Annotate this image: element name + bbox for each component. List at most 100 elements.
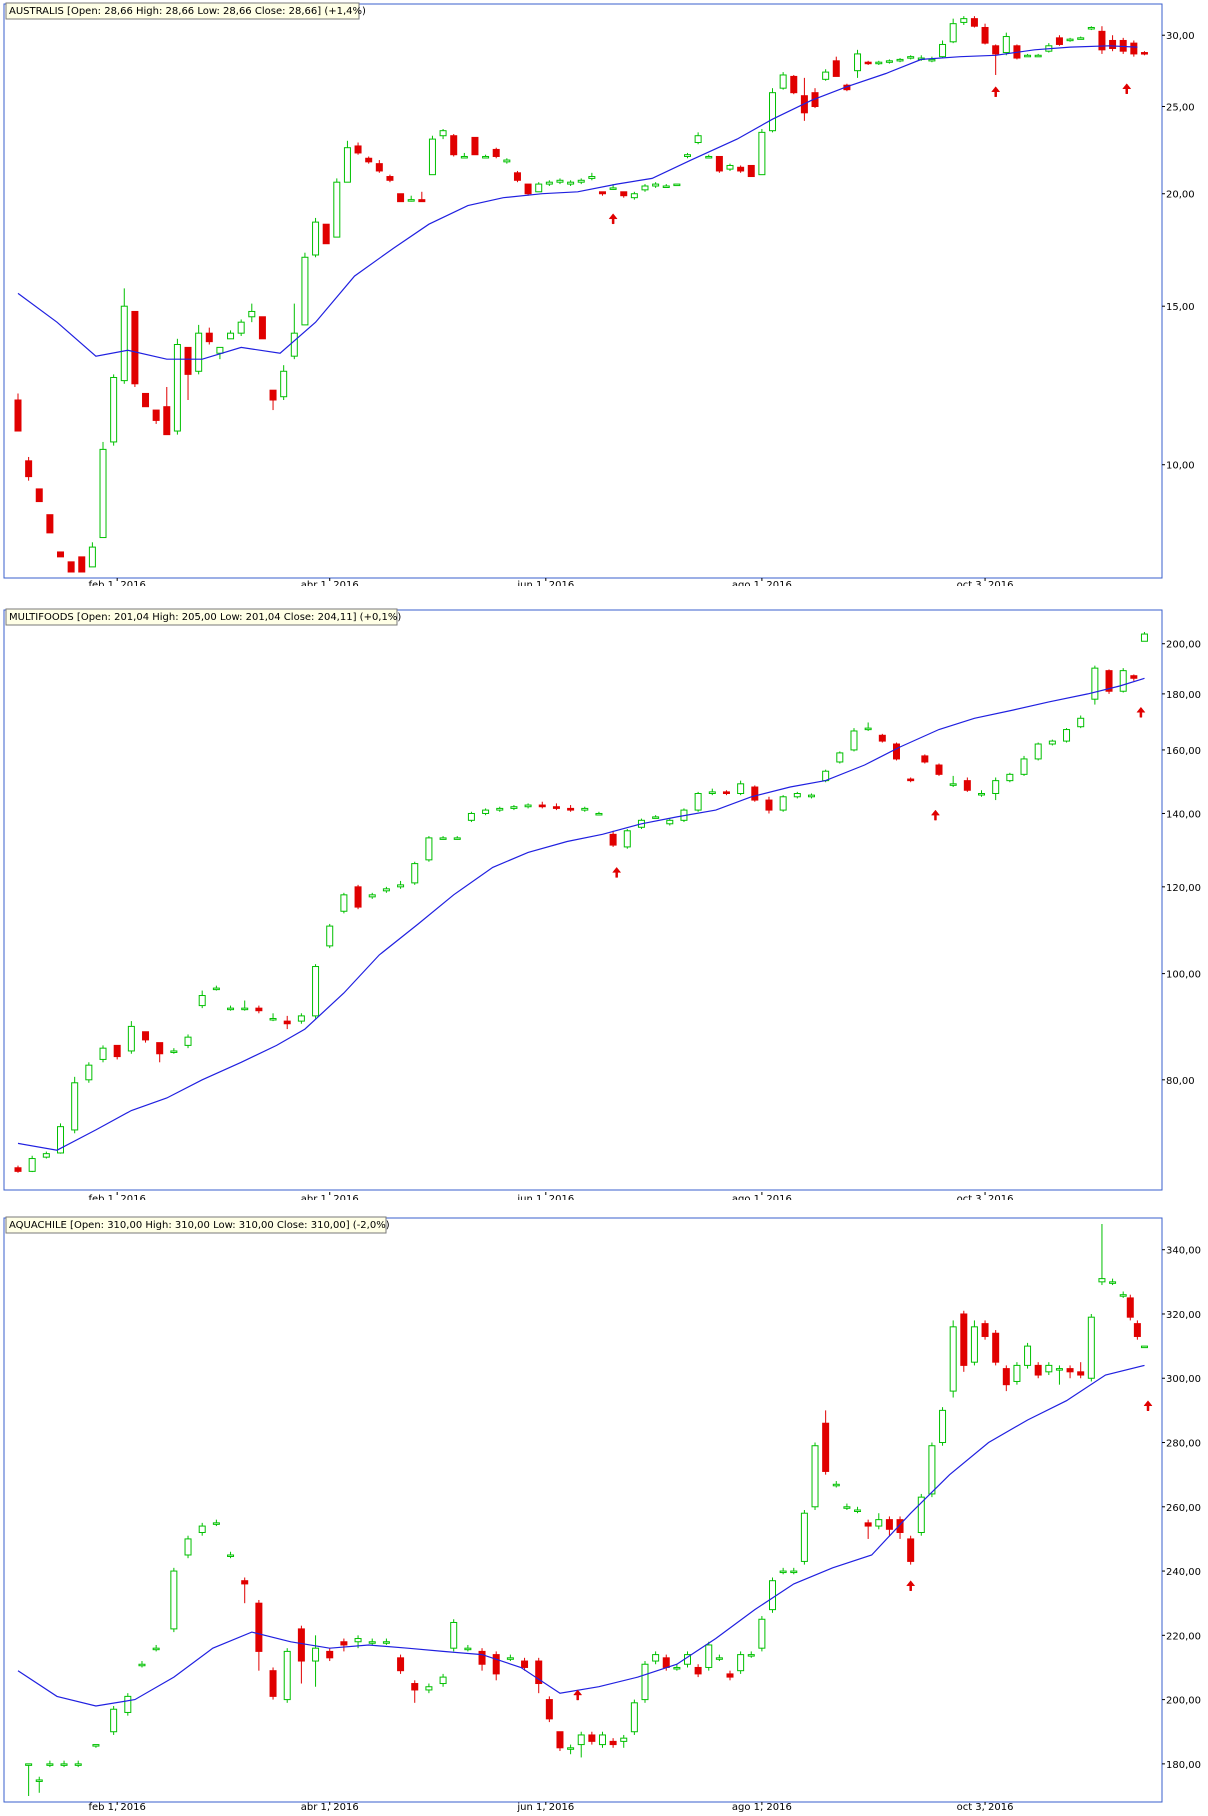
candle-body [1091, 667, 1099, 700]
candle-body [535, 1660, 543, 1685]
candle [439, 836, 447, 840]
candle-body [854, 1509, 862, 1512]
candle [513, 170, 521, 183]
candle [312, 217, 320, 258]
plot-area [3, 609, 1163, 1191]
candle-body [28, 1158, 36, 1172]
candle [365, 156, 373, 164]
candle [641, 1661, 649, 1703]
candle [641, 184, 649, 192]
candle-body [467, 812, 475, 821]
candle [506, 1654, 514, 1662]
x-tick-label: abr 1, 2016 [301, 1802, 359, 1813]
candle [326, 923, 334, 949]
candle [1119, 1291, 1127, 1298]
candle [269, 389, 277, 411]
candle [885, 59, 893, 64]
candle-body [1034, 743, 1042, 760]
candle-body [875, 61, 883, 65]
candle [779, 1567, 787, 1575]
candle [382, 886, 390, 893]
candle-body [581, 807, 589, 811]
candle [110, 1706, 118, 1735]
candle [1091, 665, 1099, 705]
legend-box [5, 2, 360, 20]
candle [737, 1651, 745, 1674]
candle [666, 818, 674, 826]
candle [854, 49, 862, 78]
candle [545, 180, 553, 186]
candle-body [195, 332, 203, 372]
candle-body [67, 561, 75, 573]
candle [1055, 1365, 1063, 1385]
candle [1034, 742, 1042, 761]
candle [450, 1619, 458, 1652]
candle [439, 1673, 447, 1687]
signal-arrow [1122, 83, 1132, 94]
legend: AQUACHILE [Open: 310,00 High: 310,00 Low… [5, 1216, 390, 1234]
candle-body [170, 1570, 178, 1630]
candle [248, 303, 256, 323]
candle-body [538, 804, 546, 808]
candle-body [992, 1332, 1000, 1363]
candle-body [1119, 1294, 1127, 1297]
candle-body [978, 793, 986, 796]
candle-body [92, 1744, 100, 1747]
candle [1140, 51, 1148, 56]
candle [269, 1013, 277, 1022]
candle-body [939, 1409, 947, 1444]
candle [198, 990, 206, 1009]
candle [822, 69, 830, 81]
candle-body [35, 1779, 43, 1782]
candle [333, 178, 341, 238]
candle-body [1045, 1364, 1053, 1373]
y-tick-label: 20,00 [1166, 190, 1195, 201]
signals-layer [573, 1400, 1153, 1701]
candle [588, 1731, 596, 1745]
candle-body [1055, 37, 1063, 45]
candle [407, 195, 415, 202]
candle [854, 1506, 862, 1514]
candle-body [1077, 37, 1085, 40]
x-tick-label: ago 1, 2016 [732, 580, 792, 586]
candle [992, 777, 1000, 801]
y-tick-label: 15,00 [1166, 302, 1195, 313]
candle [907, 55, 915, 60]
candle [113, 1044, 121, 1060]
candle-body [74, 1763, 82, 1766]
candle-body [960, 18, 968, 23]
candle-body [892, 743, 900, 760]
candle [503, 158, 511, 164]
candle [1140, 631, 1148, 642]
signal-arrow [573, 1689, 583, 1701]
candle [694, 132, 702, 145]
candle-body [620, 1737, 628, 1742]
candle-body [630, 193, 638, 199]
candle [822, 1410, 830, 1475]
candle-body [439, 1676, 447, 1685]
candle-body [609, 187, 617, 190]
candle-body [418, 199, 426, 203]
signal-arrow [930, 809, 940, 821]
candle [1048, 739, 1056, 746]
candle-body [963, 780, 971, 791]
candle-body [216, 346, 224, 354]
candle-body [1006, 773, 1014, 782]
candle-body [598, 191, 606, 195]
candles-layer [25, 1224, 1148, 1796]
candle [1055, 35, 1063, 46]
candle [1109, 35, 1117, 52]
candle [312, 964, 320, 1019]
candle [467, 811, 475, 823]
candle-body [471, 136, 479, 156]
candle-body [715, 155, 723, 172]
candle-body [992, 45, 1000, 55]
candle-body [1048, 740, 1056, 745]
candle [478, 1648, 486, 1671]
candle-body [255, 1007, 263, 1012]
y-tick-label: 30,00 [1166, 31, 1195, 42]
candle [598, 191, 606, 196]
candle [428, 135, 436, 176]
candle-body [577, 1734, 585, 1746]
candle [453, 836, 461, 840]
